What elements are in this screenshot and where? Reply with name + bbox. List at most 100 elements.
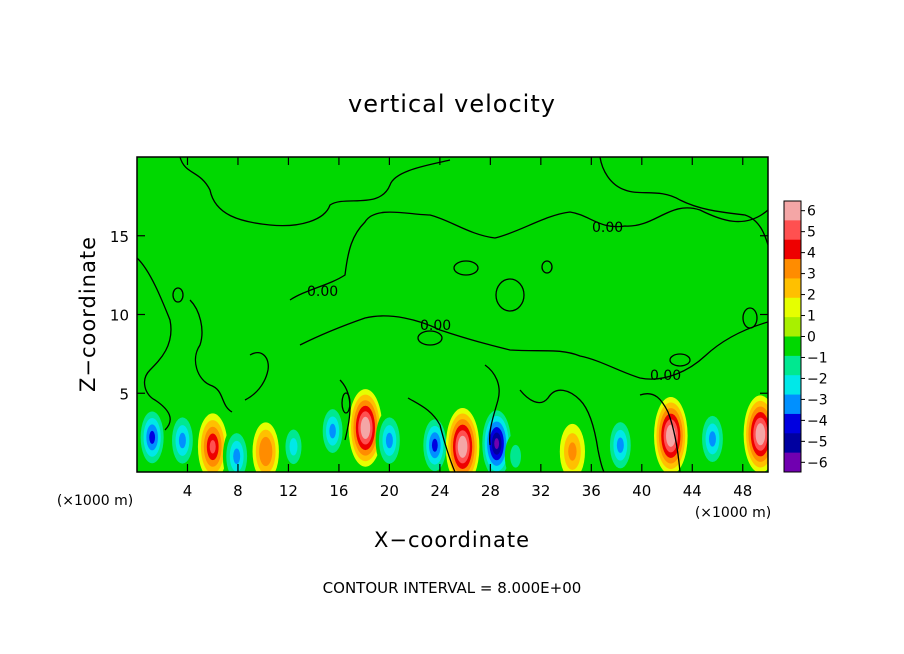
colorbar: 6 5 4 3 2 1 0 −1 −2 −3 −4 −5 −6: [783, 200, 828, 473]
velocity-level: [209, 440, 216, 454]
colorbar-tick-label: −3: [807, 392, 828, 408]
velocity-cell: [348, 389, 383, 467]
x-axis-label: X−coordinate: [374, 528, 530, 552]
velocity-cell: [559, 423, 585, 472]
chart-title: vertical velocity: [348, 90, 556, 118]
velocity-level: [262, 444, 270, 459]
contour-line: [599, 157, 768, 246]
velocity-cell: [197, 413, 228, 472]
velocity-level: [289, 438, 298, 456]
contour-line: [495, 278, 525, 312]
velocity-cell: [654, 396, 688, 472]
velocity-cell: [420, 412, 450, 472]
contour-line: [484, 364, 500, 446]
contour-line: [172, 287, 184, 303]
colorbar-tick-label: −2: [807, 371, 828, 387]
zero-contours: [137, 157, 768, 472]
x-tick-label: 44: [683, 482, 702, 500]
velocity-level: [758, 428, 763, 440]
velocity-level: [178, 432, 186, 449]
x-unit-label-right: (×1000 m): [695, 505, 771, 521]
contour-label: 0.00: [592, 220, 623, 236]
velocity-level: [149, 430, 156, 444]
velocity-level: [460, 441, 465, 453]
contour-line: [299, 315, 768, 380]
colorbar-swatch: [784, 394, 801, 415]
y-tick-label: 10: [110, 307, 129, 325]
contour-line: [244, 352, 269, 401]
x-axis: 4 8 12 16 20 24 28 32 36 40 44 48: [183, 157, 752, 500]
contour-label: 0.00: [420, 318, 451, 334]
x-tick-label: 8: [233, 482, 243, 500]
velocity-cell: [375, 409, 404, 472]
colorbar-tick-label: 4: [807, 246, 816, 262]
colorbar-tick-label: 6: [807, 204, 816, 220]
y-tick-label: 15: [110, 228, 129, 246]
x-tick-label: 40: [632, 482, 651, 500]
velocity-cell: [137, 404, 167, 470]
velocity-cell: [504, 433, 527, 472]
contour-line: [341, 392, 351, 414]
colorbar-tick-label: −4: [807, 413, 828, 429]
x-tick-label: 24: [430, 482, 449, 500]
contour-label: 0.00: [650, 368, 681, 384]
velocity-level: [510, 444, 521, 468]
contour-labels: 0.00 0.00 0.00 0.00: [307, 220, 681, 384]
colorbar-swatch: [784, 413, 801, 434]
y-tick-label: 5: [119, 385, 129, 403]
contour-line: [407, 397, 456, 472]
contour-line: [519, 389, 605, 472]
colorbar-tick-label: 3: [807, 267, 816, 283]
velocity-level: [568, 442, 577, 461]
colorbar-swatch: [784, 452, 801, 473]
velocity-cell: [606, 414, 635, 472]
colorbar-swatch: [784, 355, 801, 376]
colorbar-swatch: [784, 278, 801, 299]
colorbar-swatch: [784, 433, 801, 454]
x-tick-label: 32: [531, 482, 550, 500]
colorbar-tick-label: 5: [807, 225, 816, 241]
velocity-level: [494, 438, 500, 450]
contour-line: [669, 353, 691, 367]
contour-line: [289, 207, 768, 301]
contour-line: [541, 260, 553, 274]
colorbar-swatch: [784, 336, 801, 357]
velocity-cell: [252, 422, 279, 472]
colorbar-swatch: [784, 239, 801, 260]
colorbar-tick-label: −1: [807, 350, 828, 366]
colorbar-swatch: [784, 297, 801, 318]
x-tick-label: 16: [329, 482, 348, 500]
velocity-cell: [445, 408, 480, 472]
colorbar-swatch: [784, 201, 801, 221]
plot-area: 0.00 0.00 0.00 0.00: [136, 156, 769, 473]
velocity-cell: [319, 401, 346, 461]
x-unit-label: (×1000 m): [57, 493, 133, 509]
velocity-cell: [281, 420, 306, 472]
y-axis-label: Z−coordinate: [76, 236, 100, 392]
velocity-level: [616, 437, 624, 453]
contour-line: [453, 260, 479, 276]
contour-label: 0.00: [307, 284, 338, 300]
x-tick-label: 20: [380, 482, 399, 500]
colorbar-swatch: [784, 220, 801, 241]
colorbar-tick-label: −6: [807, 455, 828, 471]
contour-line: [639, 393, 681, 472]
velocity-level: [431, 438, 438, 452]
contour-line: [137, 257, 172, 431]
x-tick-label: 4: [183, 482, 193, 500]
velocity-cell: [698, 408, 727, 470]
colorbar-tick-label: −5: [807, 434, 828, 450]
contour-interval-note: CONTOUR INTERVAL = 8.000E+00: [323, 579, 582, 597]
colorbar-swatch: [784, 375, 801, 395]
x-tick-label: 28: [481, 482, 500, 500]
velocity-level: [329, 423, 336, 439]
x-tick-label: 48: [733, 482, 752, 500]
velocity-level: [363, 422, 368, 434]
colorbar-tick-label: 0: [807, 330, 816, 346]
colorbar-tick-label: 2: [807, 288, 816, 304]
colorbar-tick-label: 1: [807, 309, 816, 325]
colorbar-swatch: [784, 259, 801, 279]
x-tick-label: 12: [279, 482, 298, 500]
velocity-level: [668, 430, 674, 442]
velocity-level: [708, 431, 716, 447]
